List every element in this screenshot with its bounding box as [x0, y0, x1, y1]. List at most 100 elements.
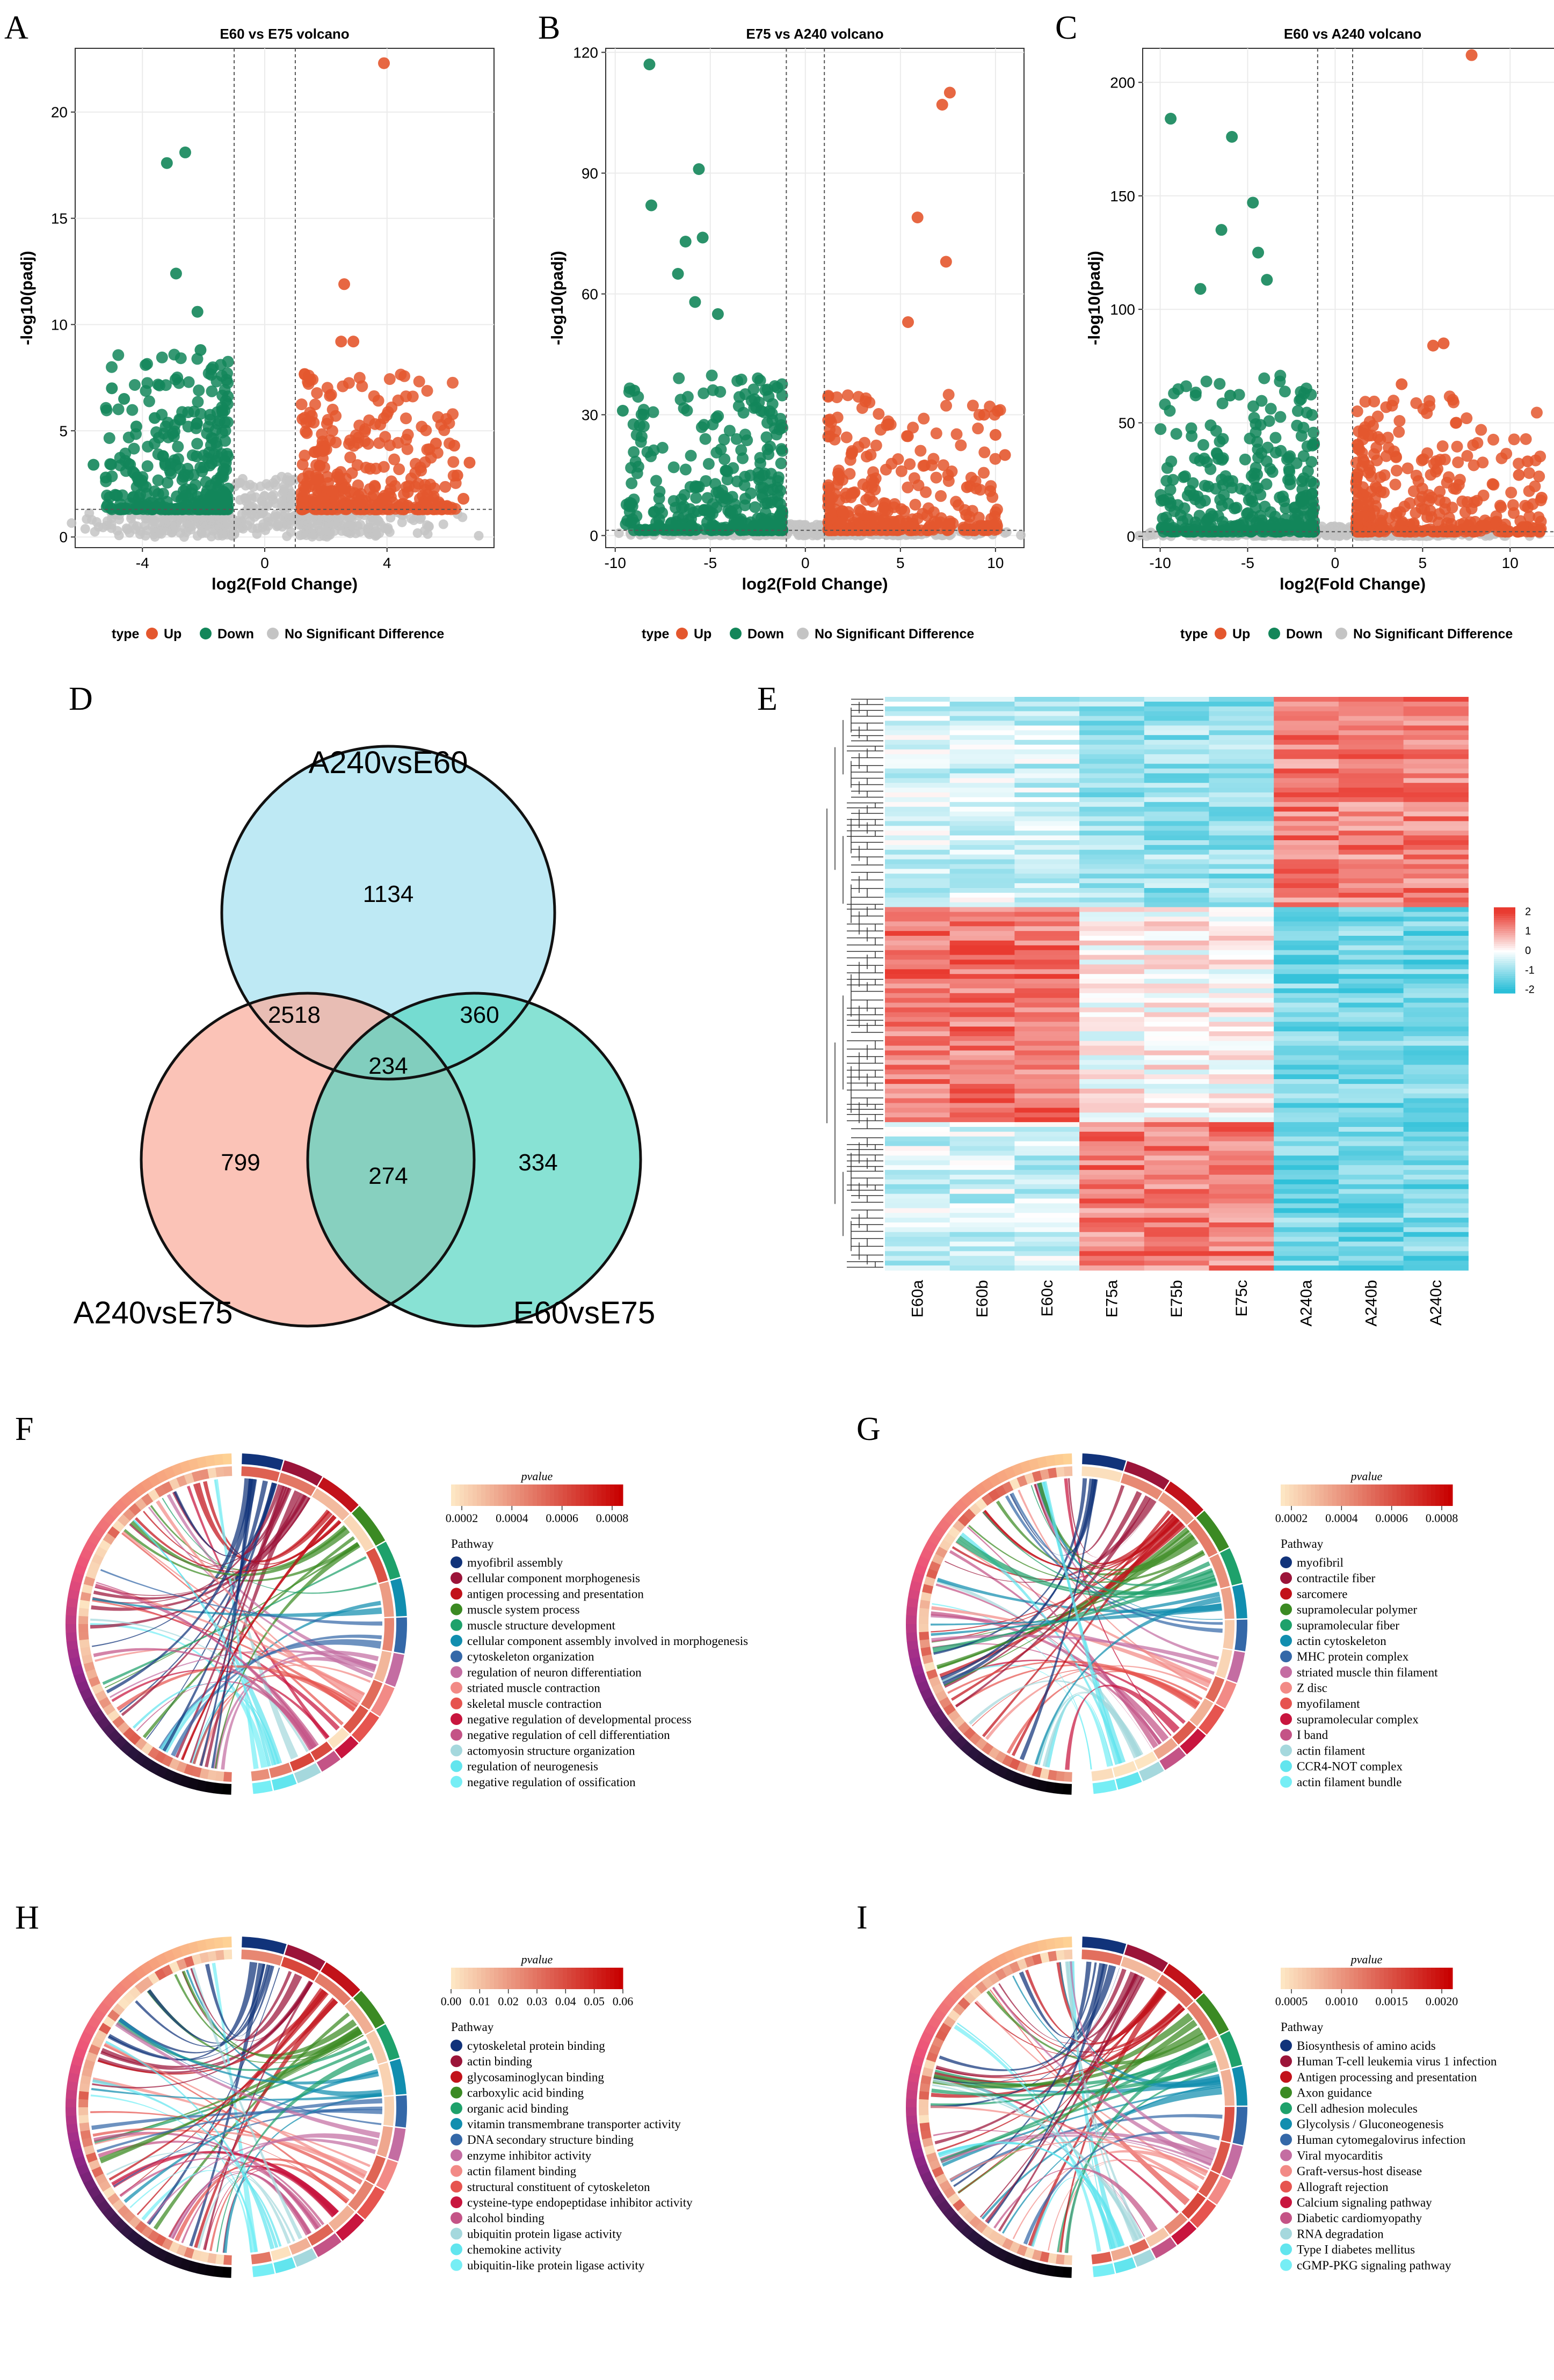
down-point	[1279, 385, 1291, 398]
heatmap-cell	[1403, 1050, 1469, 1056]
heatmap-cell	[1079, 864, 1145, 869]
nsd-point	[807, 527, 817, 537]
heatmap-cell	[949, 806, 1015, 812]
heatmap-cell	[885, 1251, 950, 1256]
up-point	[1428, 458, 1440, 470]
heatmap-cell	[1079, 1203, 1145, 1209]
colorbar-tick-label: 0	[1525, 945, 1531, 957]
heatmap-cell	[1079, 849, 1145, 855]
heatmap-cell	[1014, 773, 1080, 778]
venn-count: 1134	[363, 881, 414, 907]
heatmap-cell	[1338, 730, 1404, 736]
down-point	[763, 448, 775, 461]
legend-swatch	[730, 628, 742, 639]
down-point	[720, 521, 732, 534]
heatmap-cell	[1403, 1117, 1469, 1123]
heatmap-cell	[1209, 998, 1274, 1003]
heatmap-cell	[1079, 936, 1145, 941]
heatmap-cell	[1014, 788, 1080, 793]
down-point	[1255, 395, 1268, 407]
heatmap-cell	[1144, 955, 1210, 960]
heatmap-cell	[949, 892, 1015, 898]
heatmap-cell	[1209, 788, 1274, 793]
down-point	[721, 474, 734, 486]
up-point	[865, 449, 877, 461]
heatmap-cell	[1338, 697, 1404, 702]
heatmap-cell	[1209, 1189, 1274, 1195]
heatmap-cell	[1209, 888, 1274, 893]
heatmap-cell	[949, 778, 1015, 783]
heatmap-cell	[1144, 1151, 1210, 1156]
heatmap-cell	[1403, 1122, 1469, 1127]
down-point	[776, 506, 789, 519]
heatmap-cell	[1079, 788, 1145, 793]
heatmap-cell	[885, 1055, 950, 1060]
heatmap-cell	[1338, 902, 1404, 908]
heatmap-cell	[949, 1060, 1015, 1065]
up-point	[1468, 459, 1480, 471]
heatmap-cell	[885, 979, 950, 984]
heatmap-cell	[885, 1261, 950, 1266]
heatmap-cell	[1209, 964, 1274, 970]
down-point	[192, 396, 204, 408]
heatmap-cell	[1079, 749, 1145, 755]
heatmap-cell	[885, 1022, 950, 1027]
down-point	[1200, 375, 1212, 388]
gene-pvalue-arc	[79, 1639, 90, 1649]
down-point	[1216, 474, 1228, 486]
heatmap-cell	[1014, 849, 1080, 855]
heatmap-cell	[949, 754, 1015, 760]
heatmap-cell	[1079, 1213, 1145, 1218]
colorbar-tick-label: -2	[1525, 984, 1535, 996]
heatmap-cell	[1403, 984, 1469, 989]
heatmap-cell	[1014, 1127, 1080, 1132]
heatmap-cell	[1338, 1146, 1404, 1152]
heatmap-cell	[1014, 845, 1080, 850]
up-point	[299, 449, 311, 462]
gene-pvalue-arc	[191, 1766, 202, 1778]
down-point	[1197, 439, 1209, 451]
nsd-point	[242, 505, 252, 515]
heatmap-cell	[949, 740, 1015, 745]
down-point	[106, 361, 118, 373]
gene-arc	[222, 1453, 232, 1465]
up-point	[1424, 505, 1436, 517]
heatmap-cell	[1014, 792, 1080, 798]
legend-swatch	[1268, 628, 1280, 639]
down-point	[179, 489, 192, 501]
heatmap-cell	[885, 788, 950, 793]
down-point	[620, 518, 632, 530]
heatmap-cell	[885, 778, 950, 783]
down-point	[744, 469, 757, 482]
heatmap-cell	[1014, 1184, 1080, 1190]
heatmap-cell	[1144, 706, 1210, 712]
heatmap-cell	[1274, 1017, 1339, 1022]
panel-label-i: I	[856, 1899, 868, 1936]
gene-arc	[126, 1487, 141, 1502]
down-point	[126, 404, 139, 416]
up-point	[859, 395, 872, 407]
heatmap-cell	[949, 878, 1015, 884]
heatmap-cell	[1144, 1069, 1210, 1075]
nsd-point	[1016, 530, 1026, 540]
gene-arc	[65, 1624, 77, 1633]
heatmap-cell	[1274, 979, 1339, 984]
heatmap-cell	[1403, 797, 1469, 803]
up-point	[955, 439, 967, 452]
heatmap-cell	[1274, 1098, 1339, 1104]
up-point	[830, 425, 842, 438]
heatmap-cell	[949, 979, 1015, 984]
heatmap-cell	[949, 1040, 1015, 1046]
colorbar-tick-label: 1	[1525, 926, 1531, 937]
gene-arc	[76, 1680, 90, 1693]
up-point	[383, 373, 396, 385]
heatmap-cell	[1274, 912, 1339, 917]
heatmap-cell	[1403, 1151, 1469, 1156]
gene-pvalue-arc	[191, 1470, 202, 1482]
heatmap-cell	[1274, 1141, 1339, 1147]
heatmap-cell	[1403, 1031, 1469, 1037]
colorbar-step	[1494, 974, 1515, 977]
heatmap-cell	[1274, 984, 1339, 989]
heatmap-cell	[1403, 778, 1469, 783]
nsd-point	[423, 529, 433, 539]
